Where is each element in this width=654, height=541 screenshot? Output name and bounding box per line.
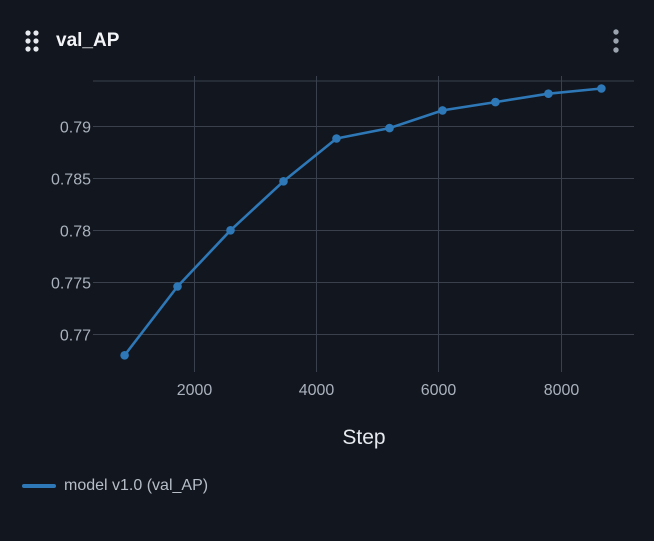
line-chart: 0.77 0.775 0.78 0.785 0.79 2000 4000 6000 8000 St… [51,76,634,449]
data-point [385,123,394,133]
data-point [438,106,447,115]
legend-item[interactable]: model v1.0 (val_AP) [22,475,208,497]
data-point [279,177,288,186]
y-tick-label: 0.79 [60,120,91,137]
data-point [120,351,129,360]
legend-swatch [22,484,56,488]
x-axis-title: Step [342,426,385,449]
series-line [123,87,603,357]
data-point [491,97,500,107]
legend-label: model v1.0 (val_AP) [64,477,209,494]
x-tick-label: 8000 [544,382,580,399]
y-tick-label: 0.775 [51,276,91,293]
more-vertical-icon[interactable] [606,28,626,54]
drag-grid-icon[interactable] [25,30,39,52]
y-tick-label: 0.785 [51,172,91,189]
data-point [226,226,235,235]
data-point [173,282,182,291]
y-tick-label: 0.78 [60,224,91,241]
x-tick-label: 6000 [421,382,457,399]
x-tick-label: 4000 [299,382,335,399]
y-tick-label: 0.77 [60,328,91,345]
data-point [544,89,553,98]
x-tick-label: 2000 [177,382,213,399]
data-point [597,84,606,93]
chart-title: val_AP [56,30,120,51]
panel-header: val_AP [0,0,654,80]
data-point [332,134,341,143]
